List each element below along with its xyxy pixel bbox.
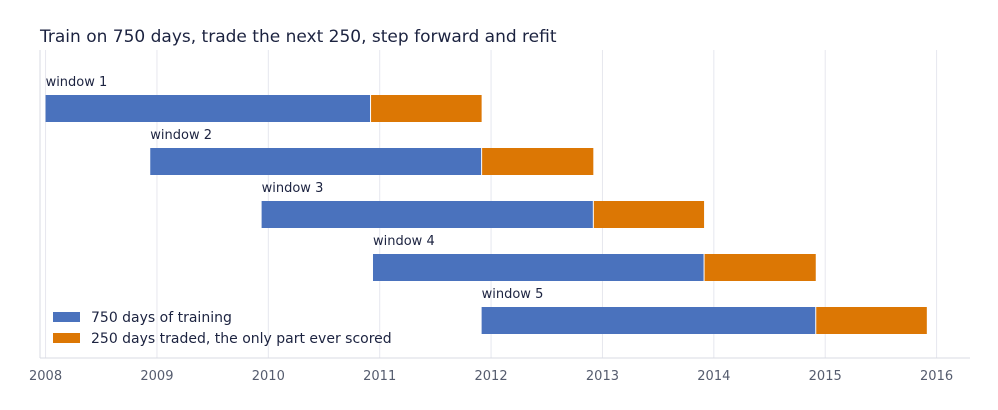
window-label-3: window 3: [262, 181, 324, 196]
x-tick-label-2012: 2012: [475, 369, 508, 384]
x-tick-label-2010: 2010: [252, 369, 285, 384]
x-tick-label-2015: 2015: [809, 369, 842, 384]
x-tick-label-2014: 2014: [697, 369, 730, 384]
training-bar-3: [261, 201, 594, 228]
training-bar-5: [481, 307, 816, 334]
traded-bar-4: [704, 254, 816, 281]
x-tick-label-2011: 2011: [363, 369, 396, 384]
x-tick-label-2008: 2008: [29, 369, 62, 384]
chart-title: Train on 750 days, trade the next 250, s…: [39, 27, 557, 47]
window-label-5: window 5: [482, 287, 544, 302]
x-tick-label-2013: 2013: [586, 369, 619, 384]
traded-bar-1: [370, 95, 482, 122]
traded-bar-5: [815, 307, 927, 334]
window-label-1: window 1: [46, 75, 108, 90]
legend-label-traded: 250 days traded, the only part ever scor…: [91, 331, 392, 347]
training-bar-1: [45, 95, 371, 122]
bars: window 1 window 2 window 3 window 4 window 5: [45, 75, 927, 334]
x-tick-label-2009: 2009: [140, 369, 173, 384]
training-bar-4: [372, 254, 705, 281]
legend-swatch-traded: [53, 333, 80, 343]
window-label-2: window 2: [150, 128, 212, 143]
x-tick-label-2016: 2016: [920, 369, 953, 384]
x-axis: 2008 2009 2010 2011 2012 2013 2014 2015 2016: [29, 50, 970, 384]
traded-bar-3: [593, 201, 705, 228]
training-bar-2: [150, 148, 482, 175]
legend-swatch-training: [53, 312, 80, 322]
legend: 750 days of training 250 days traded, the…: [53, 310, 392, 347]
legend-label-training: 750 days of training: [91, 310, 232, 326]
traded-bar-2: [481, 148, 594, 175]
window-label-4: window 4: [373, 234, 435, 249]
